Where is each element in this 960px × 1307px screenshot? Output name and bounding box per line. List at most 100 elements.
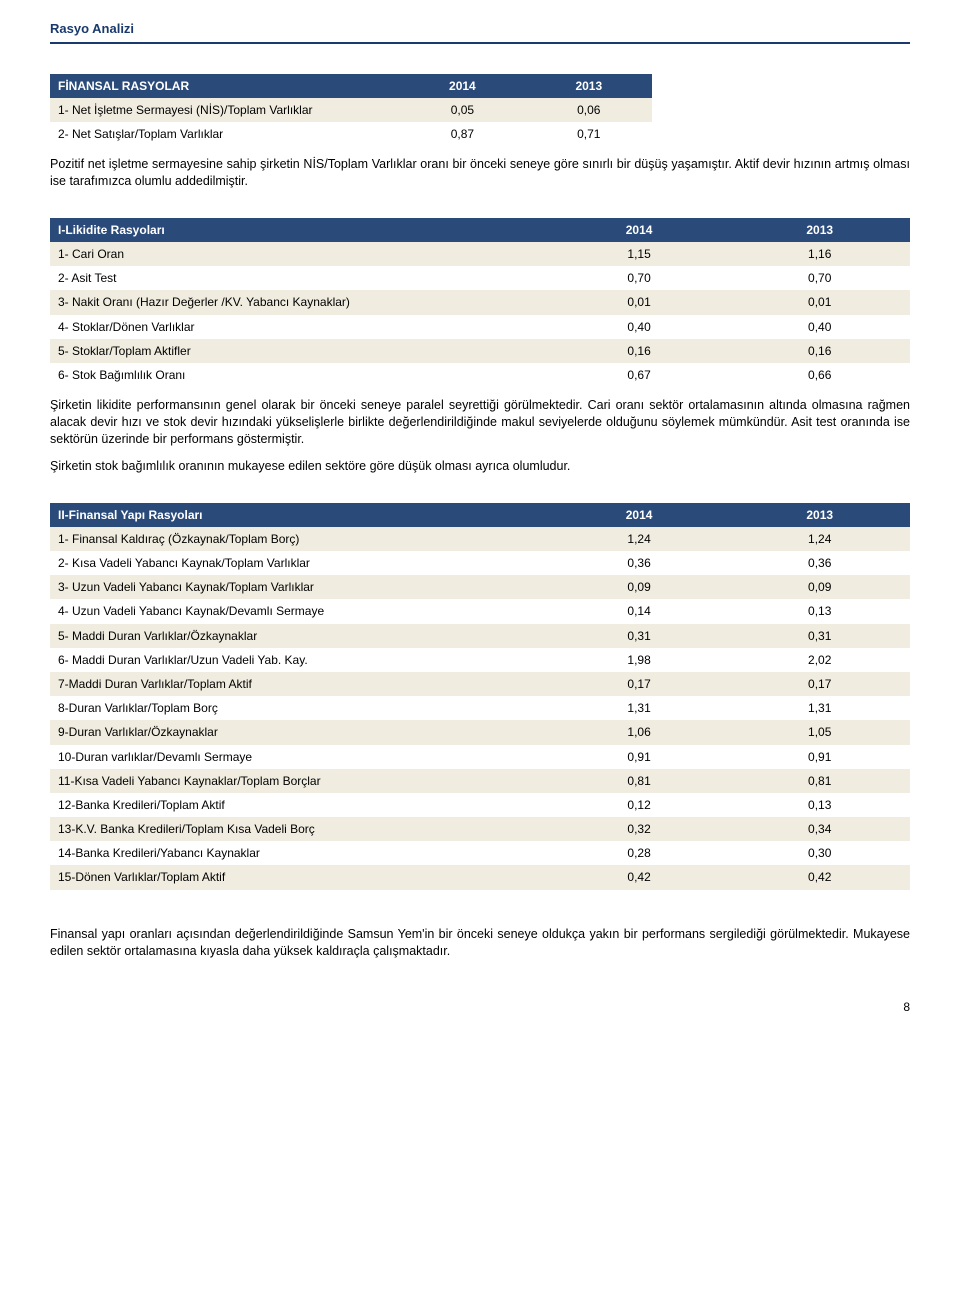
row-value-1: 1,98 <box>549 648 730 672</box>
paragraph-3: Şirketin stok bağımlılık oranının mukaye… <box>50 458 910 475</box>
table-row: 5- Stoklar/Toplam Aktifler0,160,16 <box>50 339 910 363</box>
row-label: 1- Finansal Kaldıraç (Özkaynak/Toplam Bo… <box>50 527 549 551</box>
row-value-2: 1,05 <box>729 720 910 744</box>
row-label: 2- Asit Test <box>50 266 549 290</box>
row-value-1: 0,32 <box>549 817 730 841</box>
row-value-1: 0,12 <box>549 793 730 817</box>
row-label: 5- Stoklar/Toplam Aktifler <box>50 339 549 363</box>
row-value-1: 1,31 <box>549 696 730 720</box>
row-value-1: 0,05 <box>399 98 525 122</box>
table-row: 6- Stok Bağımlılık Oranı0,670,66 <box>50 363 910 387</box>
row-value-2: 0,16 <box>729 339 910 363</box>
row-value-1: 0,16 <box>549 339 730 363</box>
row-value-1: 0,67 <box>549 363 730 387</box>
table-row: 14-Banka Kredileri/Yabancı Kaynaklar0,28… <box>50 841 910 865</box>
row-value-1: 0,28 <box>549 841 730 865</box>
row-label: 8-Duran Varlıklar/Toplam Borç <box>50 696 549 720</box>
row-label: 3- Uzun Vadeli Yabancı Kaynak/Toplam Var… <box>50 575 549 599</box>
row-label: 10-Duran varlıklar/Devamlı Sermaye <box>50 745 549 769</box>
row-label: 14-Banka Kredileri/Yabancı Kaynaklar <box>50 841 549 865</box>
table-row: 4- Stoklar/Dönen Varlıklar0,400,40 <box>50 315 910 339</box>
row-value-2: 0,36 <box>729 551 910 575</box>
table-row: 2- Asit Test0,700,70 <box>50 266 910 290</box>
row-value-1: 0,14 <box>549 599 730 623</box>
row-value-1: 0,81 <box>549 769 730 793</box>
row-value-1: 0,91 <box>549 745 730 769</box>
row-label: 7-Maddi Duran Varlıklar/Toplam Aktif <box>50 672 549 696</box>
header-year1: 2014 <box>399 74 525 98</box>
table-row: 2- Kısa Vadeli Yabancı Kaynak/Toplam Var… <box>50 551 910 575</box>
header-label: II-Finansal Yapı Rasyoları <box>50 503 549 527</box>
table-row: 7-Maddi Duran Varlıklar/Toplam Aktif 0,17… <box>50 672 910 696</box>
table-row: 5- Maddi Duran Varlıklar/Özkaynaklar0,31… <box>50 624 910 648</box>
row-label: 11-Kısa Vadeli Yabancı Kaynaklar/Toplam … <box>50 769 549 793</box>
header-year2: 2013 <box>729 218 910 242</box>
row-value-2: 0,31 <box>729 624 910 648</box>
row-value-1: 0,70 <box>549 266 730 290</box>
page-number: 8 <box>50 999 910 1015</box>
header-year1: 2014 <box>549 218 730 242</box>
row-label: 1- Cari Oran <box>50 242 549 266</box>
table-header: I-Likidite Rasyoları 2014 2013 <box>50 218 910 242</box>
row-value-2: 0,06 <box>526 98 652 122</box>
row-value-2: 0,66 <box>729 363 910 387</box>
table-row: 1- Cari Oran1,151,16 <box>50 242 910 266</box>
paragraph-4: Finansal yapı oranları açısından değerle… <box>50 926 910 960</box>
table-row: 4- Uzun Vadeli Yabancı Kaynak/Devamlı Se… <box>50 599 910 623</box>
row-label: 2- Net Satışlar/Toplam Varlıklar <box>50 122 399 146</box>
title-underline <box>50 42 910 44</box>
row-value-1: 0,01 <box>549 290 730 314</box>
header-year2: 2013 <box>729 503 910 527</box>
row-label: 12-Banka Kredileri/Toplam Aktif <box>50 793 549 817</box>
row-value-2: 0,13 <box>729 599 910 623</box>
financial-ratios-table: FİNANSAL RASYOLAR 2014 2013 1- Net İşlet… <box>50 74 652 147</box>
table-header: II-Finansal Yapı Rasyoları 2014 2013 <box>50 503 910 527</box>
row-value-1: 0,09 <box>549 575 730 599</box>
row-value-1: 1,15 <box>549 242 730 266</box>
row-value-1: 1,24 <box>549 527 730 551</box>
paragraph-1: Pozitif net işletme sermayesine sahip şi… <box>50 156 910 190</box>
row-value-2: 0,91 <box>729 745 910 769</box>
row-value-1: 0,87 <box>399 122 525 146</box>
financial-structure-ratios-table: II-Finansal Yapı Rasyoları 2014 2013 1- … <box>50 503 910 890</box>
table-row: 10-Duran varlıklar/Devamlı Sermaye0,910,… <box>50 745 910 769</box>
liquidity-ratios-table: I-Likidite Rasyoları 2014 2013 1- Cari O… <box>50 218 910 387</box>
row-label: 3- Nakit Oranı (Hazır Değerler /KV. Yaba… <box>50 290 549 314</box>
header-year1: 2014 <box>549 503 730 527</box>
table-row: 13-K.V. Banka Kredileri/Toplam Kısa Vade… <box>50 817 910 841</box>
header-year2: 2013 <box>526 74 652 98</box>
table-row: 11-Kısa Vadeli Yabancı Kaynaklar/Toplam … <box>50 769 910 793</box>
row-value-2: 1,24 <box>729 527 910 551</box>
row-label: 4- Uzun Vadeli Yabancı Kaynak/Devamlı Se… <box>50 599 549 623</box>
row-label: 13-K.V. Banka Kredileri/Toplam Kısa Vade… <box>50 817 549 841</box>
row-value-1: 1,06 <box>549 720 730 744</box>
row-value-2: 0,42 <box>729 865 910 889</box>
header-label: I-Likidite Rasyoları <box>50 218 549 242</box>
row-value-2: 0,40 <box>729 315 910 339</box>
row-label: 6- Maddi Duran Varlıklar/Uzun Vadeli Yab… <box>50 648 549 672</box>
page-title: Rasyo Analizi <box>50 20 910 38</box>
table-row: 2- Net Satışlar/Toplam Varlıklar0,870,71 <box>50 122 652 146</box>
table-row: 6- Maddi Duran Varlıklar/Uzun Vadeli Yab… <box>50 648 910 672</box>
row-label: 9-Duran Varlıklar/Özkaynaklar <box>50 720 549 744</box>
table-row: 9-Duran Varlıklar/Özkaynaklar1,061,05 <box>50 720 910 744</box>
header-label: FİNANSAL RASYOLAR <box>50 74 399 98</box>
table-row: 1- Net İşletme Sermayesi (NİS)/Toplam Va… <box>50 98 652 122</box>
row-value-1: 0,42 <box>549 865 730 889</box>
row-value-2: 1,31 <box>729 696 910 720</box>
row-label: 4- Stoklar/Dönen Varlıklar <box>50 315 549 339</box>
table-row: 3- Nakit Oranı (Hazır Değerler /KV. Yaba… <box>50 290 910 314</box>
row-value-2: 1,16 <box>729 242 910 266</box>
table-row: 8-Duran Varlıklar/Toplam Borç1,311,31 <box>50 696 910 720</box>
row-value-2: 0,70 <box>729 266 910 290</box>
paragraph-2: Şirketin likidite performansının genel o… <box>50 397 910 448</box>
row-value-1: 0,36 <box>549 551 730 575</box>
table-row: 1- Finansal Kaldıraç (Özkaynak/Toplam Bo… <box>50 527 910 551</box>
row-value-2: 0,17 <box>729 672 910 696</box>
row-value-1: 0,40 <box>549 315 730 339</box>
row-value-2: 0,13 <box>729 793 910 817</box>
row-label: 2- Kısa Vadeli Yabancı Kaynak/Toplam Var… <box>50 551 549 575</box>
row-value-2: 0,81 <box>729 769 910 793</box>
table-row: 15-Dönen Varlıklar/Toplam Aktif0,420,42 <box>50 865 910 889</box>
table-row: 12-Banka Kredileri/Toplam Aktif0,120,13 <box>50 793 910 817</box>
